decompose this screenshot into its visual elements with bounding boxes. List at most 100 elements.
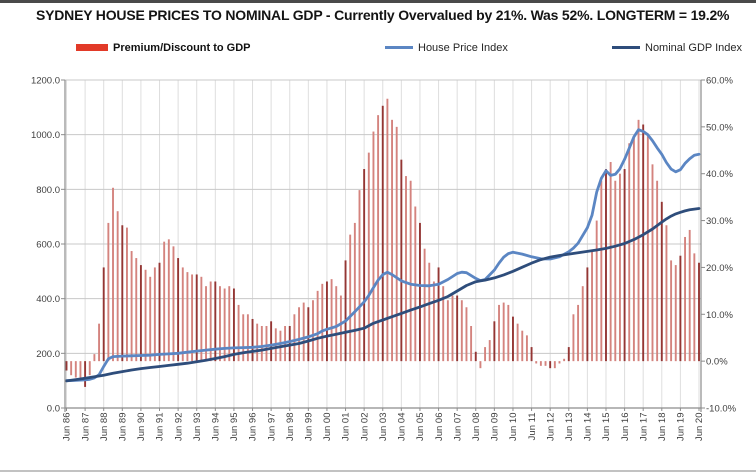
x-axis-tick-label: Jun 96	[248, 413, 259, 442]
premium-bar	[70, 361, 73, 376]
premium-bar	[386, 98, 389, 362]
premium-bar	[563, 358, 566, 362]
premium-bar	[558, 361, 561, 364]
premium-bar	[391, 119, 393, 362]
premium-bar	[581, 286, 584, 362]
premium-bar	[618, 173, 621, 362]
top-border	[0, 0, 756, 3]
premium-bar	[432, 281, 435, 362]
premium-bar	[674, 265, 677, 362]
premium-bar	[572, 314, 575, 362]
premium-bar	[102, 267, 105, 362]
premium-bar	[270, 321, 273, 362]
premium-bar	[112, 187, 114, 362]
premium-bar	[209, 281, 212, 362]
premium-bar	[205, 286, 207, 362]
premium-bar	[409, 180, 412, 362]
x-axis-tick-label: Jun 89	[118, 413, 129, 442]
x-axis-tick-label: Jun 95	[229, 413, 240, 442]
premium-bar	[153, 267, 156, 362]
premium-bar	[321, 283, 324, 362]
x-axis-tick-label: Jun 99	[304, 413, 315, 442]
premium-bar	[302, 302, 305, 362]
left-axis-tick-label: 0.0	[47, 404, 60, 415]
premium-bar	[646, 136, 649, 362]
premium-bar	[172, 246, 175, 362]
premium-bar	[660, 201, 663, 362]
premium-bar	[544, 361, 547, 366]
premium-bar	[181, 267, 184, 362]
x-axis-tick-label: Jun 18	[657, 413, 668, 442]
premium-bar	[577, 304, 580, 362]
premium-bar	[232, 288, 235, 362]
premium-bar	[460, 300, 463, 362]
premium-bar	[530, 347, 533, 362]
premium-bar	[651, 164, 654, 362]
premium-bar	[200, 276, 203, 362]
bottom-border	[0, 470, 756, 472]
premium-bar	[642, 124, 645, 362]
x-axis-tick-label: Jun 07	[452, 413, 463, 442]
premium-bar	[609, 162, 612, 362]
premium-bar	[451, 295, 454, 362]
premium-bar	[549, 361, 552, 369]
x-axis-tick-label: Jun 97	[266, 413, 277, 442]
legend-label-hpi: House Price Index	[418, 41, 508, 54]
premium-bar	[377, 115, 380, 362]
right-axis-tick-label: 10.0%	[706, 310, 733, 321]
premium-bar	[228, 286, 231, 362]
premium-bar	[493, 321, 496, 362]
right-axis-tick-label: 40.0%	[706, 169, 733, 180]
premium-bar	[446, 300, 449, 362]
premium-bar	[312, 300, 314, 362]
premium-bar	[456, 295, 459, 362]
premium-bar	[693, 253, 696, 362]
premium-bar	[93, 354, 96, 362]
x-axis-tick-label: Jun 15	[601, 413, 612, 442]
x-axis-tick-label: Jun 13	[564, 413, 575, 442]
premium-bar	[465, 307, 468, 362]
premium-bar	[353, 222, 356, 362]
premium-bar	[335, 286, 338, 362]
x-axis-tick-label: Jun 06	[434, 413, 445, 442]
premium-bar	[498, 304, 500, 362]
premium-bar	[293, 314, 296, 362]
premium-bar	[400, 159, 403, 362]
premium-bar	[251, 318, 254, 362]
legend-swatch-gdp-line	[612, 46, 640, 49]
x-axis-tick-label: Jun 14	[583, 413, 594, 442]
left-axis-tick-label: 1000.0	[31, 130, 60, 141]
premium-bar	[88, 361, 91, 376]
x-axis-tick-label: Jun 90	[136, 413, 147, 442]
premium-bar	[149, 276, 152, 362]
x-axis-tick-label: Jun 94	[211, 413, 222, 442]
premium-bar	[553, 361, 556, 369]
premium-bar	[246, 314, 249, 362]
premium-bar	[502, 302, 505, 362]
premium-bar	[339, 295, 342, 362]
premium-bar	[632, 136, 635, 362]
premium-bar	[679, 255, 682, 362]
premium-bar	[144, 269, 147, 362]
premium-bar	[535, 361, 538, 364]
x-axis-tick-label: Jun 05	[415, 413, 426, 442]
premium-bar	[349, 234, 352, 362]
left-axis-tick-label: 400.0	[36, 294, 60, 305]
premium-bar	[130, 251, 133, 362]
right-axis-tick-label: -10.0%	[706, 404, 737, 415]
premium-bar	[107, 222, 110, 362]
premium-bar	[539, 361, 542, 366]
premium-bar	[484, 347, 487, 362]
left-axis-labels: 0.0 200.0 400.0 600.0 800.0 1000.0 1200.0	[31, 76, 60, 415]
premium-bar	[316, 290, 319, 362]
premium-bar	[684, 236, 686, 362]
premium-bar	[428, 262, 431, 362]
tick-marks	[61, 79, 705, 411]
premium-bar	[363, 169, 366, 362]
premium-bar	[242, 314, 245, 362]
x-axis-tick-label: Jun 17	[638, 413, 649, 442]
premium-bar	[219, 286, 221, 362]
x-axis-tick-label: Jun 88	[99, 413, 110, 442]
premium-bar	[288, 326, 291, 362]
